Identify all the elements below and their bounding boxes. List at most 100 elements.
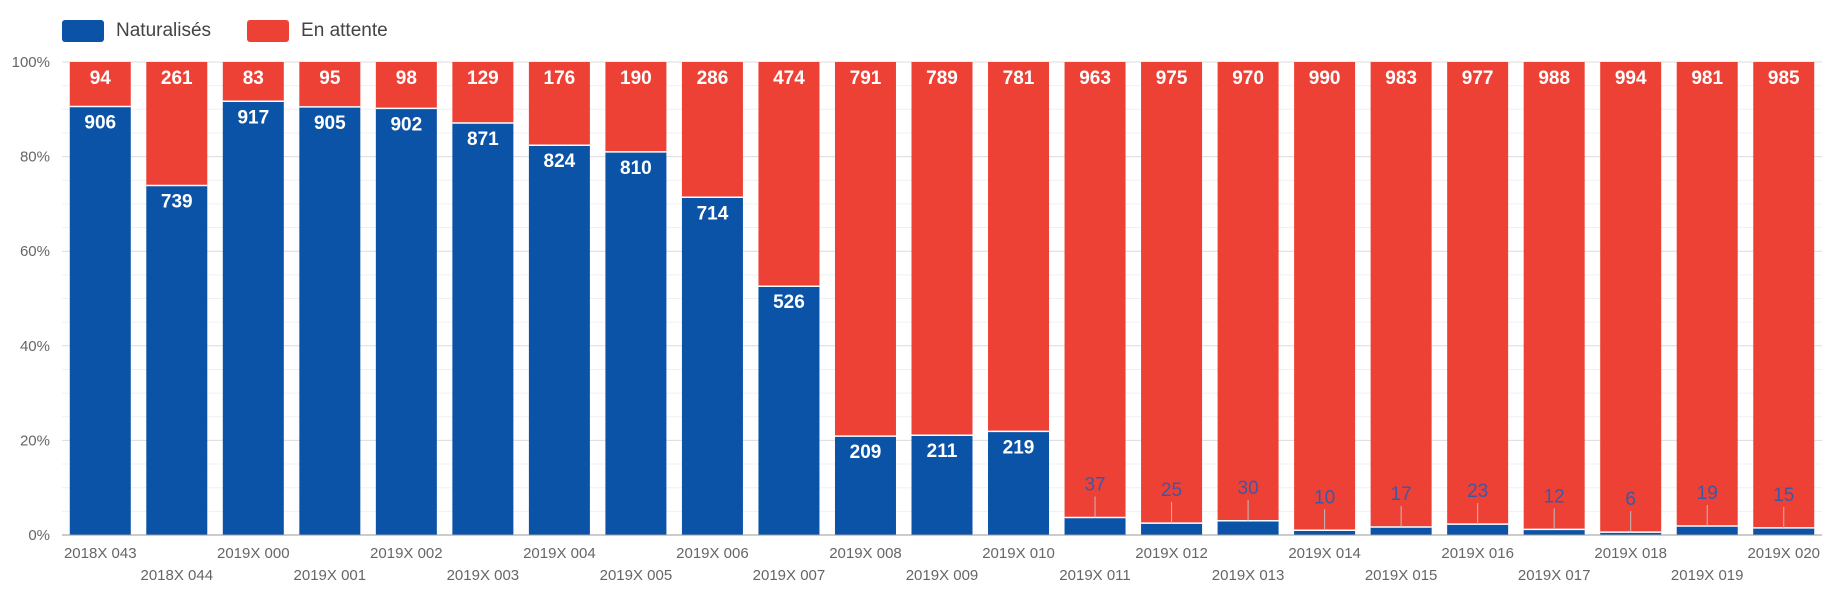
bar-en-attente[interactable] <box>1064 62 1126 518</box>
data-label-en-attente: 190 <box>620 68 652 89</box>
data-label-naturalises: 19 <box>1697 483 1718 504</box>
bar-en-attente[interactable] <box>222 62 284 102</box>
x-tick-label: 2019X 012 <box>1135 545 1208 562</box>
y-tick-label: 20% <box>20 432 50 449</box>
bar-en-attente[interactable] <box>528 62 590 146</box>
data-label-naturalises: 905 <box>314 113 346 134</box>
bar-naturalises[interactable] <box>911 435 973 535</box>
bar-en-attente[interactable] <box>69 62 131 107</box>
bar-naturalises[interactable] <box>1600 532 1662 535</box>
x-tick-label: 2019X 011 <box>1059 567 1130 584</box>
data-label-naturalises: 6 <box>1625 489 1636 510</box>
data-label-naturalises: 15 <box>1773 485 1794 506</box>
bar-naturalises[interactable] <box>1294 530 1356 535</box>
bar-en-attente[interactable] <box>988 62 1050 432</box>
bar-naturalises[interactable] <box>834 436 896 535</box>
bar-en-attente[interactable] <box>452 62 514 124</box>
bar-naturalises[interactable] <box>222 101 284 535</box>
x-tick-label: 2019X 004 <box>523 545 596 562</box>
data-label-naturalises: 714 <box>697 203 729 224</box>
bar-en-attente[interactable] <box>1294 62 1356 531</box>
data-label-naturalises: 37 <box>1084 474 1105 495</box>
bar-en-attente[interactable] <box>299 62 361 107</box>
bar-en-attente[interactable] <box>605 62 667 152</box>
data-label-en-attente: 975 <box>1156 68 1188 89</box>
data-label-en-attente: 791 <box>850 68 882 89</box>
bar-naturalises[interactable] <box>605 151 667 535</box>
bar-naturalises[interactable] <box>681 197 743 535</box>
x-tick-label: 2019X 001 <box>294 567 367 584</box>
bar-naturalises[interactable] <box>1523 529 1585 535</box>
data-label-en-attente: 970 <box>1232 68 1264 89</box>
x-tick-label: 2019X 020 <box>1747 545 1820 562</box>
data-label-en-attente: 963 <box>1079 68 1111 89</box>
data-label-en-attente: 474 <box>773 68 805 89</box>
data-label-naturalises: 917 <box>237 107 269 128</box>
data-label-en-attente: 781 <box>1003 68 1035 89</box>
data-label-en-attente: 981 <box>1691 68 1723 89</box>
bar-en-attente[interactable] <box>1523 62 1585 530</box>
y-tick-label: 60% <box>20 243 50 260</box>
bar-en-attente[interactable] <box>758 62 820 287</box>
bar-en-attente[interactable] <box>1600 62 1662 533</box>
data-label-en-attente: 977 <box>1462 68 1494 89</box>
legend-swatch-naturalises <box>62 20 104 42</box>
bar-en-attente[interactable] <box>1370 62 1432 527</box>
bar-naturalises[interactable] <box>299 106 361 535</box>
data-label-en-attente: 988 <box>1538 68 1570 89</box>
data-label-en-attente: 129 <box>467 68 499 89</box>
bar-naturalises[interactable] <box>1753 527 1815 535</box>
data-label-naturalises: 739 <box>161 191 193 212</box>
data-label-en-attente: 176 <box>544 68 576 89</box>
bar-en-attente[interactable] <box>375 62 437 109</box>
bar-naturalises[interactable] <box>375 108 437 535</box>
legend-swatch-en-attente <box>247 20 290 42</box>
bar-naturalises[interactable] <box>146 185 208 535</box>
data-label-naturalises: 10 <box>1314 487 1335 508</box>
legend-item-naturalises[interactable]: Naturalisés <box>62 20 211 42</box>
data-label-naturalises: 906 <box>84 112 116 133</box>
bar-en-attente[interactable] <box>911 62 973 436</box>
x-tick-label: 2019X 018 <box>1594 545 1667 562</box>
x-tick-label: 2019X 007 <box>753 567 826 584</box>
data-label-en-attente: 983 <box>1385 68 1417 89</box>
bar-en-attente[interactable] <box>1676 62 1738 527</box>
bar-en-attente[interactable] <box>834 62 896 437</box>
bar-naturalises[interactable] <box>452 123 514 535</box>
x-tick-label: 2019X 016 <box>1441 545 1514 562</box>
x-tick-label: 2018X 043 <box>64 545 137 562</box>
bar-naturalises[interactable] <box>1676 526 1738 535</box>
x-tick-label: 2019X 002 <box>370 545 443 562</box>
bar-naturalises[interactable] <box>69 106 131 535</box>
bar-naturalises[interactable] <box>1064 517 1126 535</box>
data-label-en-attente: 83 <box>243 68 264 89</box>
bar-en-attente[interactable] <box>681 62 743 198</box>
bar-naturalises[interactable] <box>528 145 590 536</box>
x-tick-label: 2019X 000 <box>217 545 290 562</box>
bar-en-attente[interactable] <box>1217 62 1279 521</box>
bar-naturalises[interactable] <box>758 286 820 535</box>
bar-en-attente[interactable] <box>1753 62 1815 528</box>
bar-en-attente[interactable] <box>146 62 208 186</box>
x-tick-label: 2019X 009 <box>906 567 979 584</box>
bar-naturalises[interactable] <box>1447 524 1509 535</box>
x-tick-label: 2019X 010 <box>982 545 1055 562</box>
bar-en-attente[interactable] <box>1447 62 1509 525</box>
legend: Naturalisés En attente <box>62 20 424 42</box>
data-label-en-attente: 994 <box>1615 68 1647 89</box>
data-label-naturalises: 17 <box>1391 484 1412 505</box>
x-tick-label: 2019X 015 <box>1365 567 1438 584</box>
y-tick-label: 0% <box>28 527 50 544</box>
bar-naturalises[interactable] <box>1370 526 1432 535</box>
data-label-naturalises: 211 <box>927 441 958 462</box>
legend-item-en-attente[interactable]: En attente <box>247 20 388 42</box>
data-label-naturalises: 526 <box>773 292 805 313</box>
bar-en-attente[interactable] <box>1141 62 1203 524</box>
bar-naturalises[interactable] <box>1141 523 1203 535</box>
bar-naturalises[interactable] <box>988 431 1050 535</box>
data-label-naturalises: 824 <box>544 151 576 172</box>
x-tick-label: 2019X 019 <box>1671 567 1744 584</box>
bar-naturalises[interactable] <box>1217 520 1279 535</box>
legend-label-en-attente: En attente <box>301 20 388 41</box>
